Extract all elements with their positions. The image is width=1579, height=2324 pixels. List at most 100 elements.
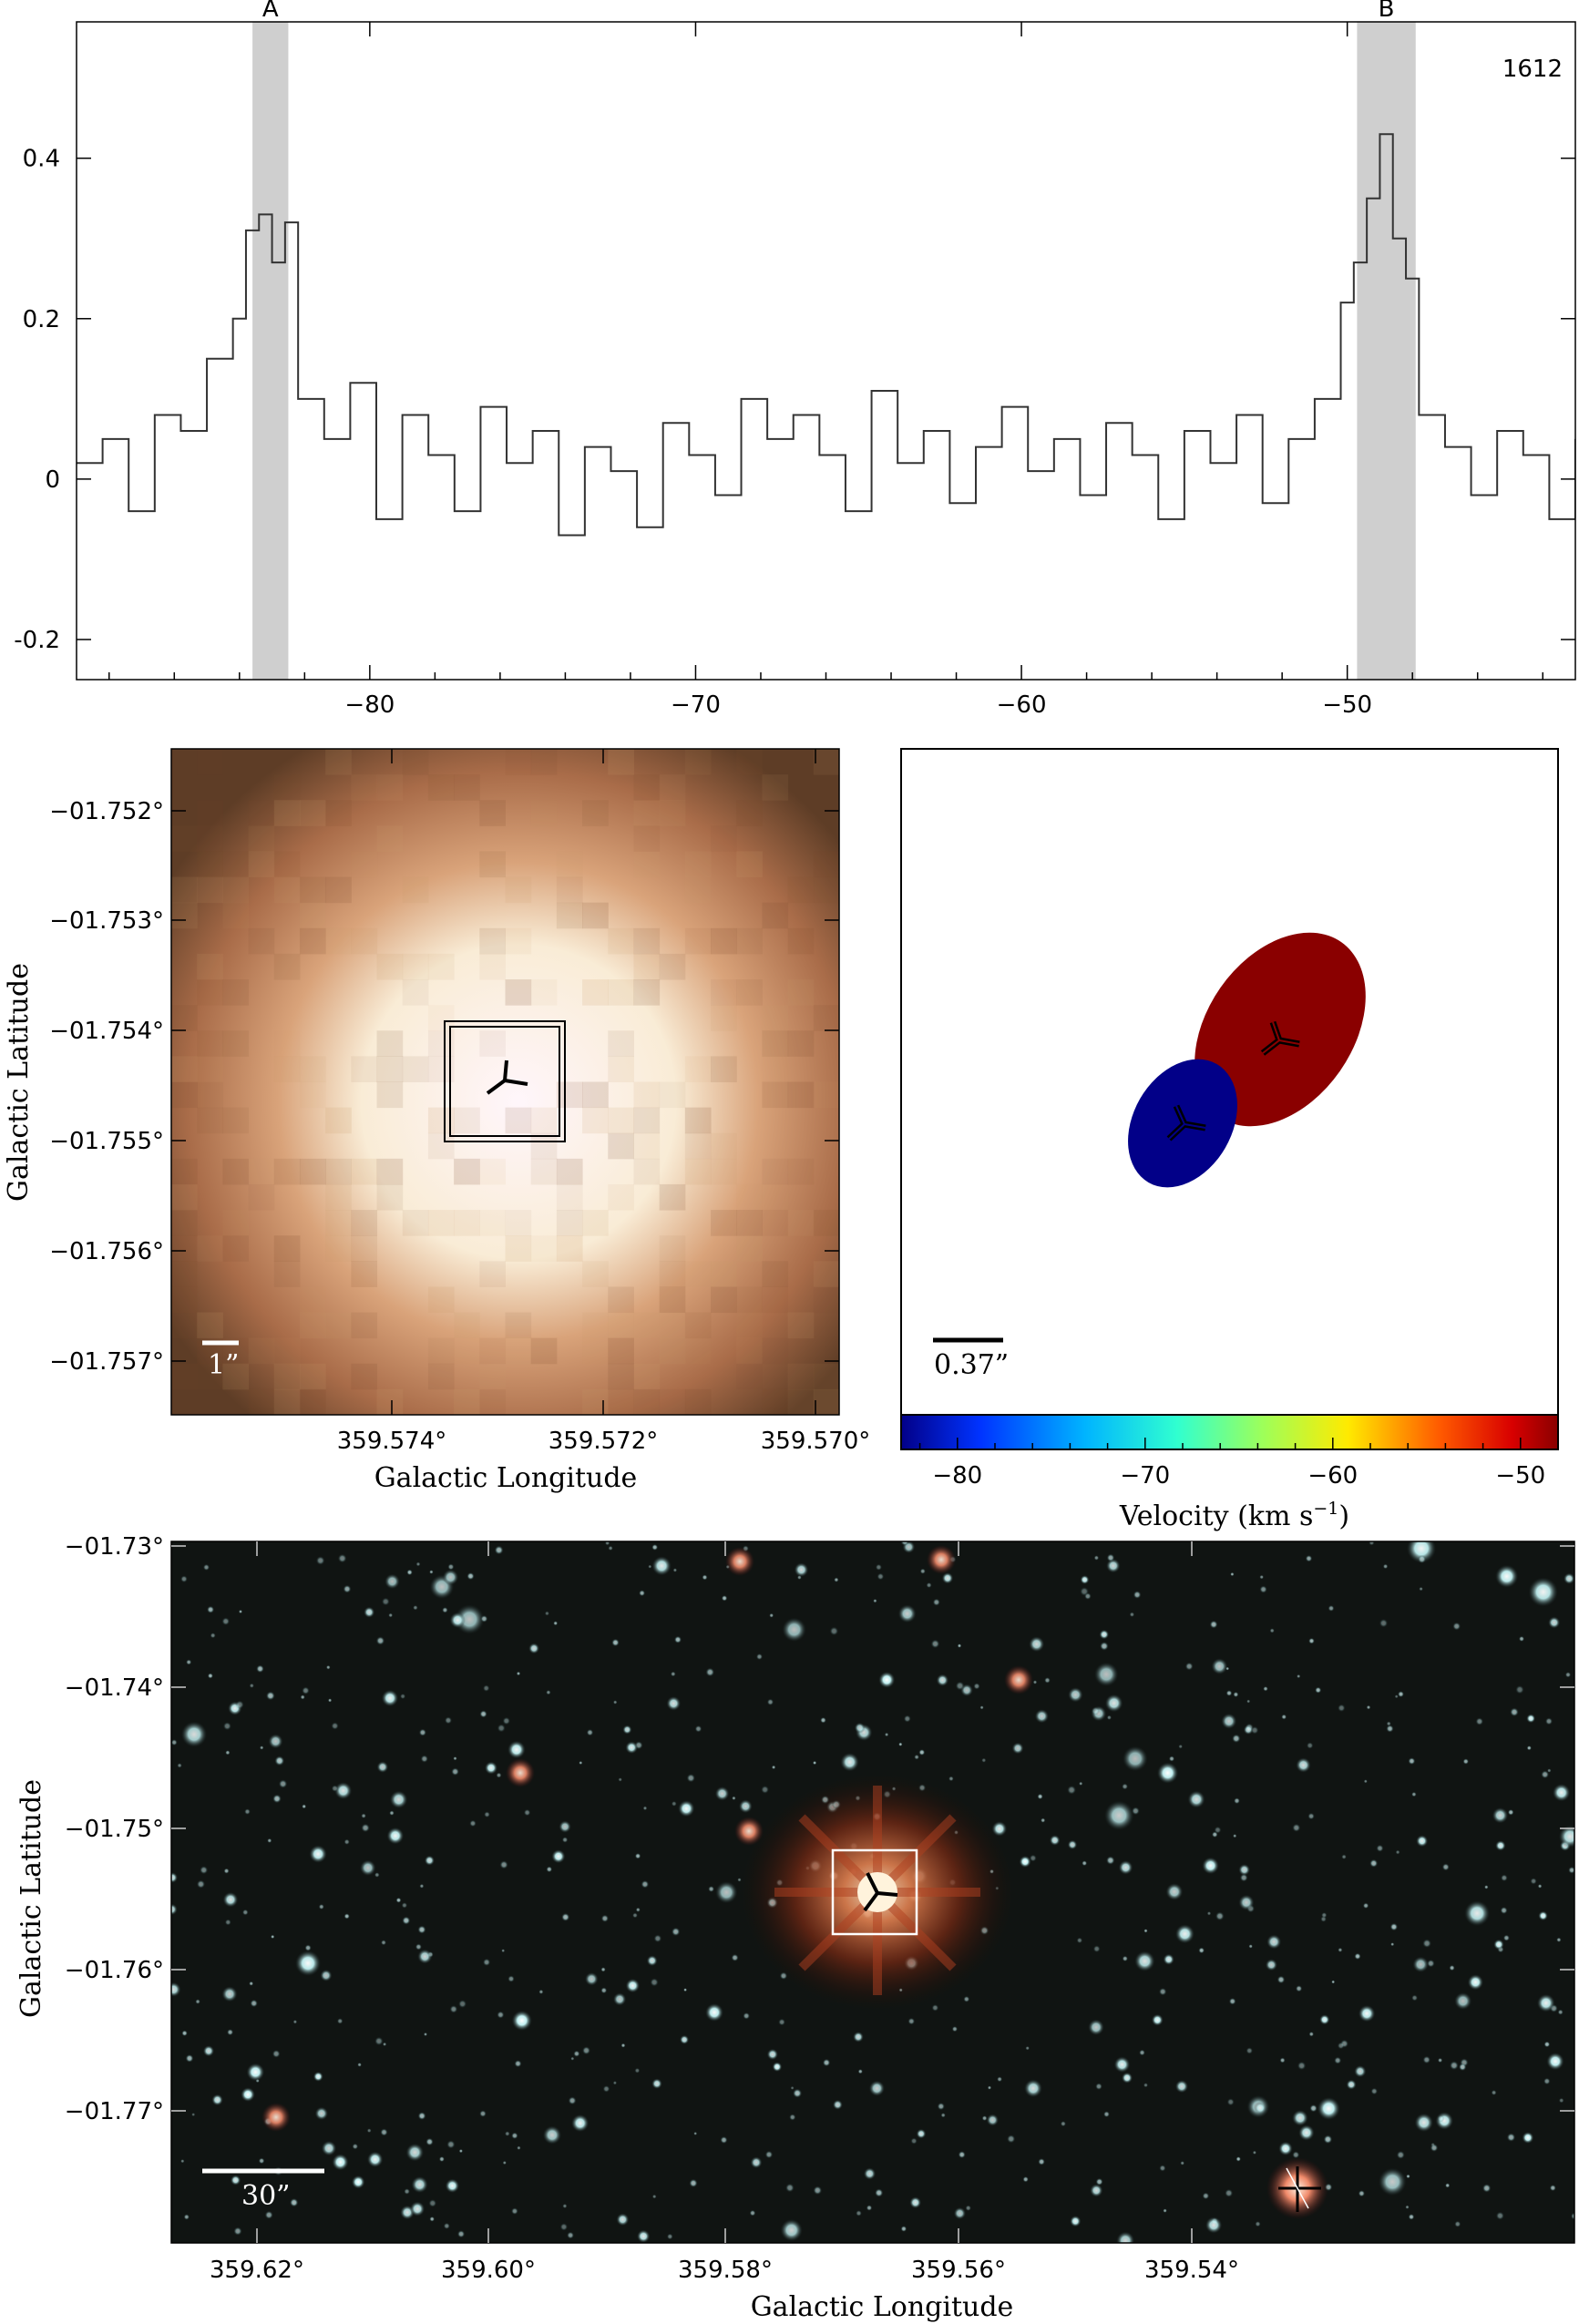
star xyxy=(1430,2144,1439,2153)
star xyxy=(258,2157,265,2165)
zoom-pixel xyxy=(633,1132,661,1160)
red-source-cross-icon xyxy=(1278,2166,1321,2212)
maser-spot-red xyxy=(1195,932,1366,1127)
star xyxy=(1134,1950,1155,1971)
star xyxy=(482,1684,490,1692)
star xyxy=(1080,1575,1090,1584)
star xyxy=(680,2034,690,2044)
star xyxy=(1254,2102,1266,2114)
zoom-pixel xyxy=(479,953,506,980)
spectrum-line xyxy=(77,133,1575,537)
colorbar-label-main: Velocity (km s xyxy=(1119,1500,1314,1532)
star xyxy=(689,2178,698,2188)
star xyxy=(1206,1911,1212,1916)
star xyxy=(782,1617,806,1643)
star xyxy=(428,2199,437,2207)
star xyxy=(857,2069,863,2074)
star xyxy=(222,1891,239,1908)
star xyxy=(1528,1577,1558,1607)
zoom-pixel xyxy=(813,1081,840,1109)
wide-ytick-label: −01.73° xyxy=(65,1533,164,1561)
star xyxy=(337,1553,347,1563)
star xyxy=(979,1705,984,1710)
zoom-pixel xyxy=(479,851,506,878)
star xyxy=(302,1804,307,1809)
star xyxy=(442,1607,448,1613)
zoom-pixel xyxy=(582,1312,609,1339)
star xyxy=(1305,1554,1313,1562)
zoom-pixel xyxy=(582,1107,609,1134)
zoom-pixel xyxy=(376,1183,404,1211)
star xyxy=(343,1584,352,1593)
star xyxy=(1452,1622,1461,1631)
colorbar-tick-label: −80 xyxy=(932,1462,982,1490)
star xyxy=(249,1981,254,1986)
star xyxy=(382,2042,387,2047)
zoom-pixel xyxy=(608,1337,634,1365)
wide-xtick-label: 359.62° xyxy=(210,2257,304,2284)
zoom-pixel xyxy=(813,1261,840,1287)
zoom-pixel xyxy=(711,1158,737,1185)
star xyxy=(438,2155,445,2163)
star xyxy=(1515,1684,1524,1694)
zoom-pixel xyxy=(582,800,609,826)
zoom-pixel xyxy=(197,953,223,980)
zoom-pixel xyxy=(402,876,429,904)
star xyxy=(272,2049,281,2058)
star xyxy=(1422,1939,1431,1949)
star xyxy=(1366,1705,1371,1710)
star xyxy=(180,1721,208,1747)
star xyxy=(221,1986,238,2002)
star xyxy=(1454,2220,1461,2227)
star xyxy=(1297,1674,1301,1679)
star xyxy=(1493,1939,1504,1950)
star xyxy=(502,2160,507,2165)
star xyxy=(1319,2014,1330,2025)
star xyxy=(1236,2156,1241,2162)
zoom-pixel xyxy=(376,1030,404,1057)
star xyxy=(1178,1744,1184,1749)
star xyxy=(424,1855,435,1866)
zoom-pixel xyxy=(351,1056,378,1082)
star xyxy=(1202,2192,1210,2200)
star xyxy=(561,1837,569,1843)
star xyxy=(446,2140,456,2149)
star xyxy=(304,1944,312,1951)
zoom-pixel xyxy=(787,1158,815,1185)
zoom-pixel xyxy=(736,1286,763,1314)
zoom-pixel xyxy=(762,1183,789,1211)
colorbar xyxy=(900,1414,1559,1450)
star xyxy=(336,2018,343,2024)
star xyxy=(1331,1980,1336,1984)
zoom-pixel xyxy=(222,1235,250,1262)
star xyxy=(302,1686,310,1694)
zoom-pixel xyxy=(659,1081,686,1109)
star xyxy=(1180,2161,1185,2165)
star xyxy=(639,1590,646,1597)
star xyxy=(705,1667,715,1677)
star xyxy=(484,1761,498,1775)
star xyxy=(1411,1791,1417,1797)
zoom-pixel xyxy=(659,1286,686,1314)
star xyxy=(771,1765,776,1770)
star xyxy=(449,2005,458,2013)
zoom-ytick-label: −01.754° xyxy=(49,1018,164,1045)
star xyxy=(241,2087,255,2103)
star xyxy=(840,1752,859,1772)
star xyxy=(484,1811,490,1818)
star xyxy=(244,1808,251,1815)
star xyxy=(918,1749,926,1756)
star xyxy=(1492,1807,1509,1824)
star xyxy=(1414,2113,1434,2133)
zoom-pixel xyxy=(633,979,661,1006)
wide-ytick-label: −01.77° xyxy=(65,2098,164,2125)
star xyxy=(941,1572,954,1584)
star xyxy=(1395,1849,1400,1855)
star xyxy=(381,1689,399,1707)
star xyxy=(274,1756,285,1766)
star xyxy=(822,2058,831,2067)
star xyxy=(1306,1742,1314,1749)
zoom-pixel xyxy=(299,1056,326,1082)
colorbar-label-tail: ) xyxy=(1338,1500,1349,1532)
star xyxy=(553,1621,559,1626)
